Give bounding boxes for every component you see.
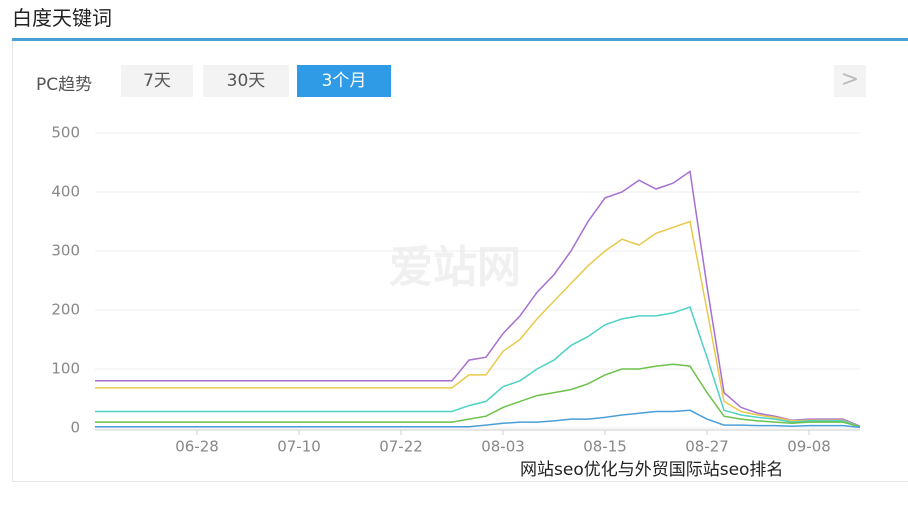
range-tab[interactable]: 3个月	[297, 65, 391, 97]
x-tick-label: 09-08	[787, 438, 831, 456]
footer-caption: 网站seo优化与外贸国际站seo排名	[520, 460, 784, 480]
range-tab[interactable]: 30天	[203, 65, 289, 97]
range-tab[interactable]: 7天	[121, 65, 193, 97]
series-line	[95, 409, 861, 429]
title-rule	[12, 38, 908, 41]
y-tick-label: 0	[70, 419, 80, 437]
series-line	[95, 170, 861, 427]
x-tick-label: 08-03	[481, 438, 525, 456]
x-tick-label: 07-22	[379, 438, 423, 456]
y-tick-label: 300	[51, 242, 80, 260]
x-tick-label: 08-15	[583, 438, 627, 456]
y-tick-label: 200	[51, 301, 80, 319]
x-tick-label: 08-27	[685, 438, 729, 456]
x-tick-label: 06-28	[175, 438, 219, 456]
series-line	[95, 220, 861, 428]
watermark: 爱站网	[389, 242, 521, 293]
x-tick-label: 07-10	[277, 438, 321, 456]
series-line	[95, 363, 861, 428]
y-tick-label: 500	[51, 124, 80, 142]
tabs-label: PC趋势	[36, 75, 93, 95]
y-tick-label: 400	[51, 183, 80, 201]
next-button[interactable]: >	[834, 65, 866, 97]
section-title: 白度天键词	[12, 6, 112, 30]
series-line	[95, 306, 861, 428]
y-tick-label: 100	[51, 360, 80, 378]
panel	[12, 41, 908, 482]
